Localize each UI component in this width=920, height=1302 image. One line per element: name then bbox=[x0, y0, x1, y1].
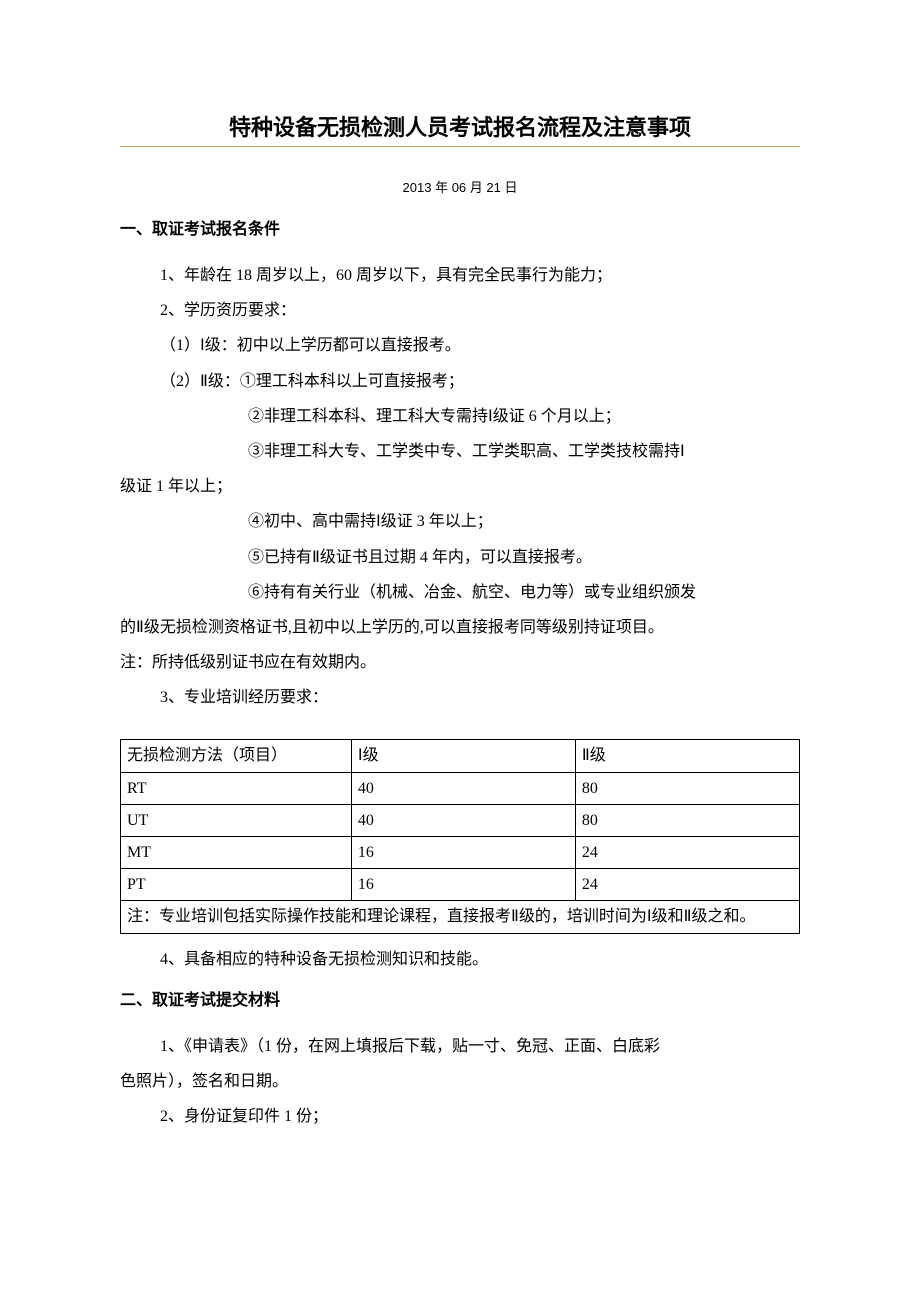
document-title: 特种设备无损检测人员考试报名流程及注意事项 bbox=[120, 110, 800, 142]
cell-l2: 24 bbox=[575, 837, 799, 869]
cell-l2: 24 bbox=[575, 869, 799, 901]
s1-item-2: 2、学历资历要求： bbox=[120, 293, 800, 328]
cell-l2: 80 bbox=[575, 804, 799, 836]
table-row: MT 16 24 bbox=[121, 837, 800, 869]
section-1-heading: 一、取证考试报名条件 bbox=[120, 214, 800, 246]
cell-l1: 16 bbox=[351, 837, 575, 869]
table-note: 注：专业培训包括实际操作技能和理论课程，直接报考Ⅱ级的，培训时间为Ⅰ级和Ⅱ级之和… bbox=[121, 901, 800, 933]
s1-item-6b: 级证 1 年以上； bbox=[120, 469, 800, 504]
cell-method: UT bbox=[121, 804, 352, 836]
s1-item-7: ④初中、高中需持Ⅰ级证 3 年以上； bbox=[120, 504, 800, 539]
s1-item-11: 3、专业培训经历要求： bbox=[120, 680, 800, 715]
s1-item-5: ②非理工科本科、理工科大专需持Ⅰ级证 6 个月以上； bbox=[120, 399, 800, 434]
cell-method: MT bbox=[121, 837, 352, 869]
table-row: RT 40 80 bbox=[121, 772, 800, 804]
th-level2: Ⅱ级 bbox=[575, 740, 799, 772]
document-page: 特种设备无损检测人员考试报名流程及注意事项 2013 年 06 月 21 日 一… bbox=[0, 0, 920, 1302]
cell-method: RT bbox=[121, 772, 352, 804]
s2-item-2: 2、身份证复印件 1 份； bbox=[120, 1099, 800, 1134]
table-row: PT 16 24 bbox=[121, 869, 800, 901]
document-date: 2013 年 06 月 21 日 bbox=[120, 177, 800, 196]
s1-item-3: （1）Ⅰ级：初中以上学历都可以直接报考。 bbox=[120, 328, 800, 363]
s1-item-10: 注：所持低级别证书应在有效期内。 bbox=[120, 645, 800, 680]
s1-item-8: ⑤已持有Ⅱ级证书且过期 4 年内，可以直接报考。 bbox=[120, 540, 800, 575]
s1-item-9b: 的Ⅱ级无损检测资格证书,且初中以上学历的,可以直接报考同等级别持证项目。 bbox=[120, 610, 800, 645]
cell-l2: 80 bbox=[575, 772, 799, 804]
th-level1: Ⅰ级 bbox=[351, 740, 575, 772]
cell-l1: 40 bbox=[351, 804, 575, 836]
s1-item-12: 4、具备相应的特种设备无损检测知识和技能。 bbox=[120, 942, 800, 977]
cell-l1: 40 bbox=[351, 772, 575, 804]
table-note-row: 注：专业培训包括实际操作技能和理论课程，直接报考Ⅱ级的，培训时间为Ⅰ级和Ⅱ级之和… bbox=[121, 901, 800, 933]
s2-item-1b: 色照片），签名和日期。 bbox=[120, 1064, 800, 1099]
training-table: 无损检测方法（项目） Ⅰ级 Ⅱ级 RT 40 80 UT 40 80 MT 16… bbox=[120, 739, 800, 933]
table-row: UT 40 80 bbox=[121, 804, 800, 836]
cell-method: PT bbox=[121, 869, 352, 901]
cell-l1: 16 bbox=[351, 869, 575, 901]
th-method: 无损检测方法（项目） bbox=[121, 740, 352, 772]
table-header-row: 无损检测方法（项目） Ⅰ级 Ⅱ级 bbox=[121, 740, 800, 772]
title-underline bbox=[120, 146, 800, 147]
section-2-heading: 二、取证考试提交材料 bbox=[120, 985, 800, 1017]
s1-item-4: （2）Ⅱ级：①理工科本科以上可直接报考； bbox=[120, 364, 800, 399]
s1-item-1: 1、年龄在 18 周岁以上，60 周岁以下，具有完全民事行为能力； bbox=[120, 258, 800, 293]
s2-item-1: 1、《申请表》（1 份，在网上填报后下载，贴一寸、免冠、正面、白底彩 bbox=[120, 1029, 800, 1064]
s1-item-6: ③非理工科大专、工学类中专、工学类职高、工学类技校需持Ⅰ bbox=[120, 434, 800, 469]
s1-item-9: ⑥持有有关行业（机械、冶金、航空、电力等）或专业组织颁发 bbox=[120, 575, 800, 610]
